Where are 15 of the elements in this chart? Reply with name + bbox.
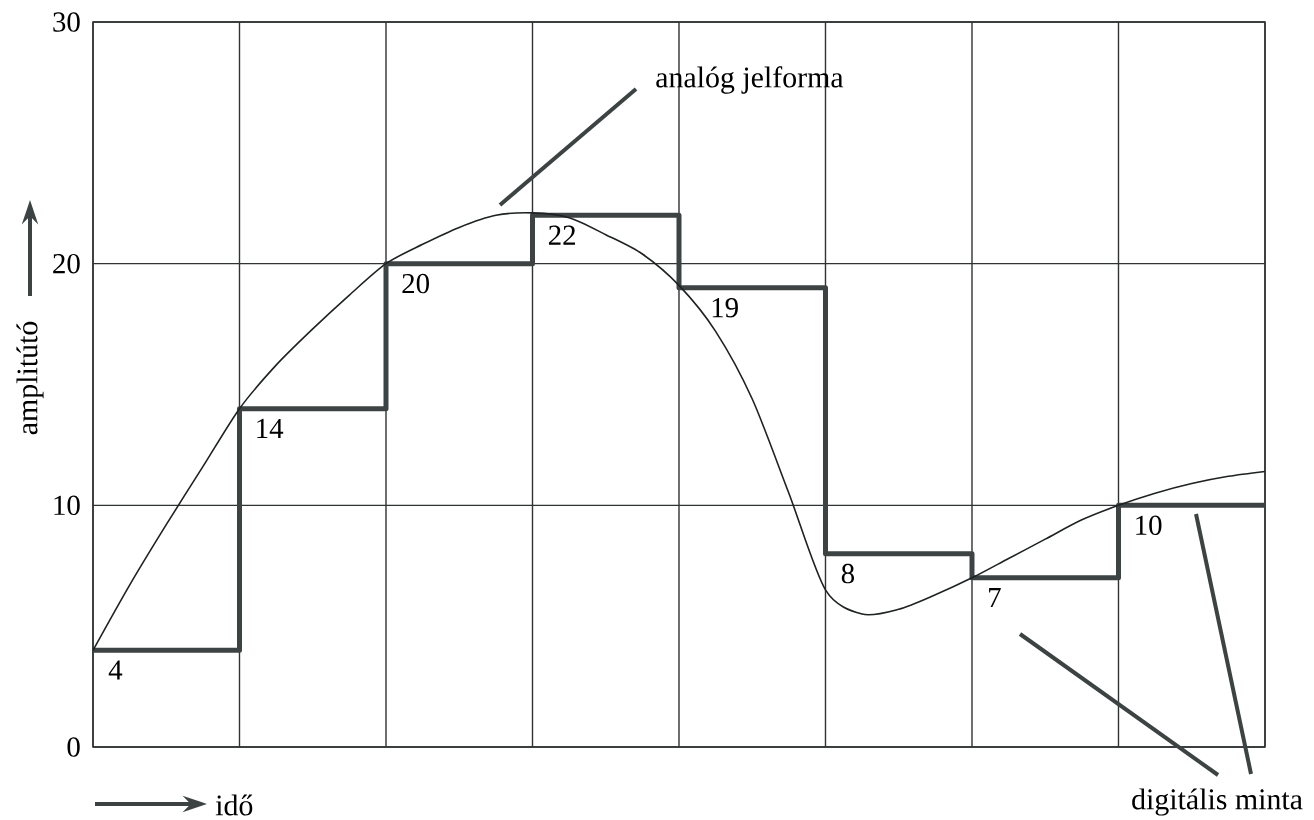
y-axis-title: amplitútó xyxy=(16,321,44,435)
x-axis-title: idő xyxy=(215,794,253,816)
data-label: 19 xyxy=(712,298,738,318)
data-label: 20 xyxy=(402,273,429,294)
data-label: 10 xyxy=(1136,515,1162,536)
data-label: 22 xyxy=(548,225,575,245)
data-label: 7 xyxy=(989,588,1001,607)
y-tick-label: 30 xyxy=(53,12,80,32)
y-tick-label: 10 xyxy=(54,495,80,516)
y-tick-label: 20 xyxy=(53,253,80,274)
data-label: 4 xyxy=(108,660,123,680)
data-label: 8 xyxy=(841,563,855,584)
y-tick-label: 0 xyxy=(67,737,80,757)
text: digitális minta xyxy=(1132,788,1303,816)
data-label: 14 xyxy=(257,418,284,438)
